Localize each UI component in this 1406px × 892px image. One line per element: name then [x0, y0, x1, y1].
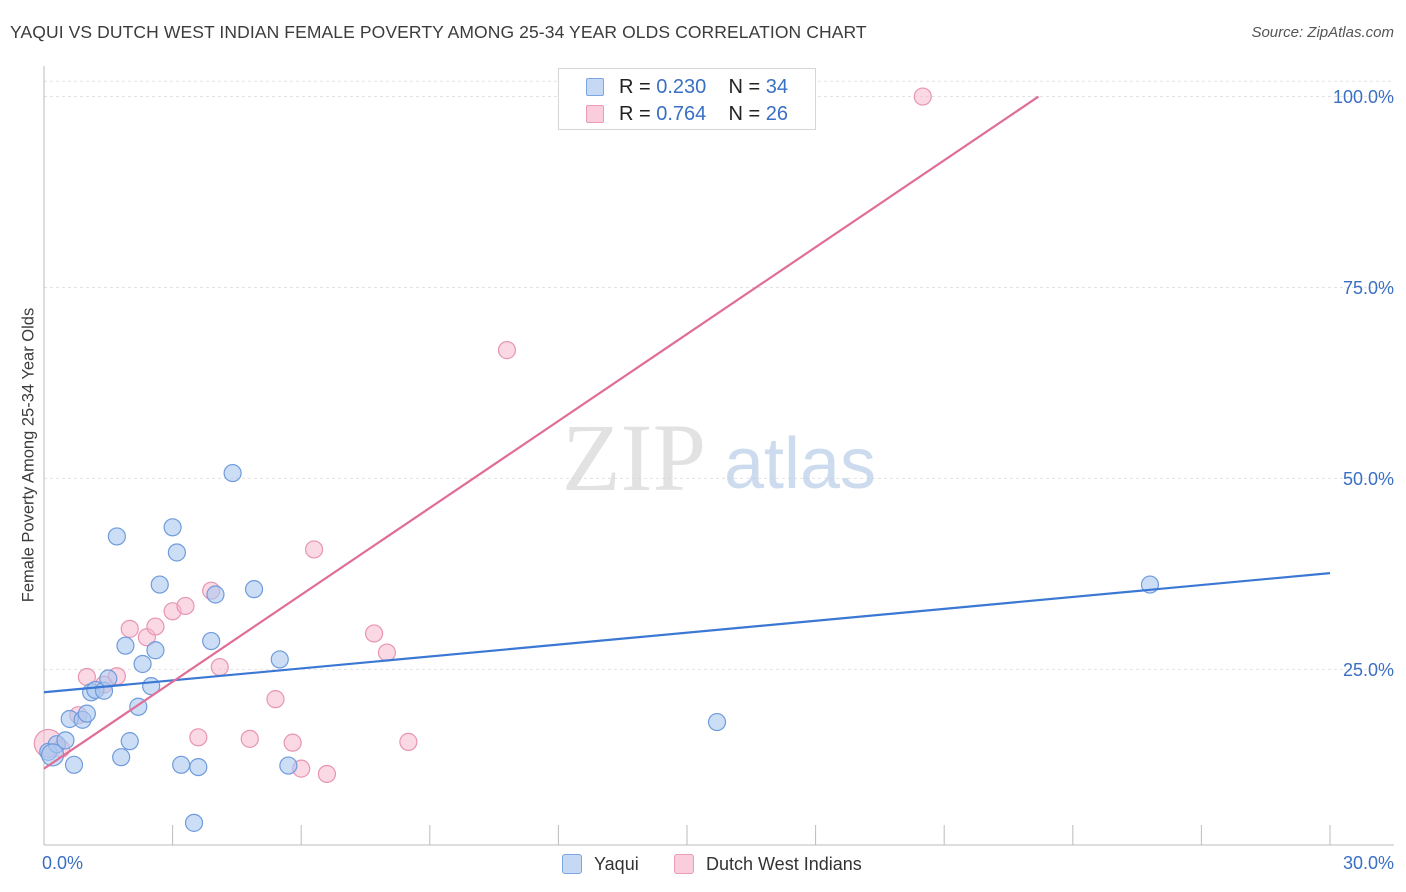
gridlines — [44, 80, 1394, 670]
r-label: R = — [619, 102, 657, 125]
dwi-point — [120, 619, 139, 638]
yaqui-point — [107, 527, 126, 546]
dwi-point — [913, 87, 932, 106]
yaqui-legend-swatch — [562, 854, 582, 874]
yaqui-point — [99, 669, 118, 688]
r-label: R = — [619, 75, 657, 98]
x-tick-label-min: 0.0% — [42, 853, 84, 873]
yaqui-point — [172, 755, 191, 774]
yaqui-point — [133, 654, 152, 674]
yaqui-point — [184, 813, 204, 832]
dwi-point — [317, 764, 337, 784]
trend-lines — [43, 95, 1331, 770]
yaqui-point — [279, 756, 298, 775]
axes — [43, 66, 1394, 846]
watermark-zip: ZIP — [562, 404, 706, 511]
yaqui-point — [146, 641, 165, 660]
yaqui-point — [707, 712, 727, 732]
yaqui-point — [244, 580, 264, 599]
dwi-swatch — [586, 105, 604, 123]
dwi-legend-label: Dutch West Indians — [706, 853, 862, 874]
watermark-atlas: atlas — [724, 424, 876, 504]
y-tick-label-100: 100.0% — [1332, 87, 1394, 107]
source-label: Source: ZipAtlas.com — [1251, 24, 1394, 41]
x-tick-label-max: 30.0% — [1342, 853, 1394, 873]
dwi-legend-swatch — [674, 854, 694, 874]
dwi-point — [399, 732, 418, 751]
dwi-trend-line — [43, 95, 1040, 770]
legend-item-yaqui: Yaqui — [562, 852, 639, 876]
yaqui-legend-label: Yaqui — [594, 853, 639, 874]
n-value: 34 — [765, 75, 789, 98]
dwi-point — [146, 617, 165, 636]
legend-item-dwi: Dutch West Indians — [674, 852, 862, 876]
yaqui-point — [64, 755, 84, 774]
yaqui-point — [56, 731, 75, 750]
yaqui-point — [116, 636, 135, 655]
yaqui-point — [167, 543, 186, 562]
legend-dwi-stats: R = 0.764 N = 26 — [619, 103, 788, 126]
correlation-legend: R = 0.230 N = 34 R = 0.764 N = 26 — [558, 68, 816, 130]
dwi-point — [377, 643, 397, 662]
n-value: 26 — [765, 102, 789, 125]
y-tick-label-75: 75.0% — [1342, 278, 1394, 298]
yaqui-point — [112, 748, 131, 767]
yaqui-point — [150, 575, 169, 594]
yaqui-swatch — [586, 78, 604, 96]
y-tick-label-50: 50.0% — [1342, 469, 1394, 489]
yaqui-point — [163, 518, 182, 537]
dwi-point — [210, 657, 229, 677]
dwi-point — [176, 596, 195, 616]
dwi-point — [283, 733, 302, 752]
dwi-point — [304, 540, 324, 559]
dwi-point — [364, 624, 384, 643]
yaqui-point — [206, 585, 225, 604]
r-value: 0.764 — [656, 102, 707, 125]
chart-title: YAQUI VS DUTCH WEST INDIAN FEMALE POVERT… — [10, 22, 867, 42]
r-value: 0.230 — [656, 75, 707, 98]
yaqui-trend-line — [43, 572, 1331, 694]
dwi-point — [497, 341, 517, 360]
yaqui-point — [189, 757, 208, 777]
yaqui-points — [39, 463, 1160, 832]
legend-row-dwi: R = 0.764 N = 26 — [586, 103, 788, 126]
legend-yaqui-stats: R = 0.230 N = 34 — [619, 76, 788, 99]
yaqui-point — [120, 732, 139, 751]
dwi-point — [189, 728, 208, 747]
yaqui-point — [223, 463, 242, 483]
legend-row-yaqui: R = 0.230 N = 34 — [586, 76, 788, 99]
n-label: N = — [728, 102, 766, 125]
y-tick-label-25: 25.0% — [1342, 660, 1394, 680]
dwi-point — [266, 690, 285, 709]
yaqui-point — [202, 631, 221, 651]
n-label: N = — [728, 75, 766, 98]
yaqui-point — [270, 650, 289, 669]
dwi-point — [240, 729, 259, 748]
yaqui-point — [77, 704, 96, 723]
